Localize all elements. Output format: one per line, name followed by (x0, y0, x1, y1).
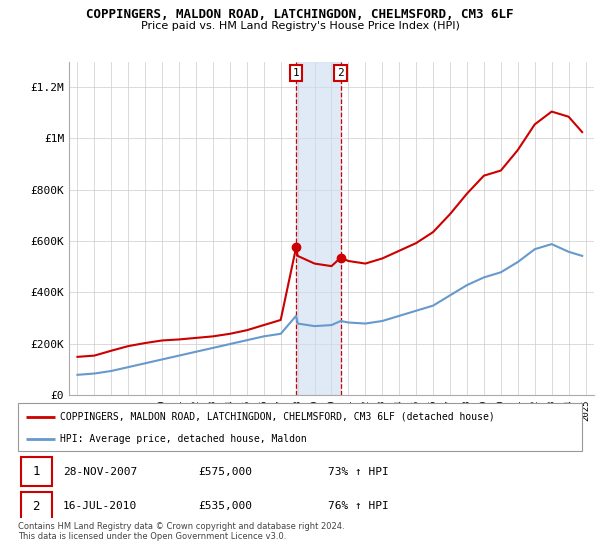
Bar (296, 62, 341, 395)
Text: 1: 1 (32, 465, 40, 478)
Text: Price paid vs. HM Land Registry's House Price Index (HPI): Price paid vs. HM Land Registry's House … (140, 21, 460, 31)
Text: 2: 2 (337, 68, 344, 78)
Text: £575,000: £575,000 (199, 466, 253, 477)
Text: 28-NOV-2007: 28-NOV-2007 (63, 466, 137, 477)
Text: COPPINGERS, MALDON ROAD, LATCHINGDON, CHELMSFORD, CM3 6LF (detached house): COPPINGERS, MALDON ROAD, LATCHINGDON, CH… (60, 412, 495, 422)
Text: 73% ↑ HPI: 73% ↑ HPI (328, 466, 389, 477)
FancyBboxPatch shape (21, 458, 52, 486)
FancyBboxPatch shape (18, 403, 582, 451)
FancyBboxPatch shape (21, 492, 52, 521)
Text: 2: 2 (32, 500, 40, 513)
Text: 1: 1 (293, 68, 299, 78)
Text: Contains HM Land Registry data © Crown copyright and database right 2024.
This d: Contains HM Land Registry data © Crown c… (18, 522, 344, 542)
Text: 76% ↑ HPI: 76% ↑ HPI (328, 501, 389, 511)
Text: £535,000: £535,000 (199, 501, 253, 511)
Text: HPI: Average price, detached house, Maldon: HPI: Average price, detached house, Mald… (60, 434, 307, 444)
Text: COPPINGERS, MALDON ROAD, LATCHINGDON, CHELMSFORD, CM3 6LF: COPPINGERS, MALDON ROAD, LATCHINGDON, CH… (86, 8, 514, 21)
Text: 16-JUL-2010: 16-JUL-2010 (63, 501, 137, 511)
